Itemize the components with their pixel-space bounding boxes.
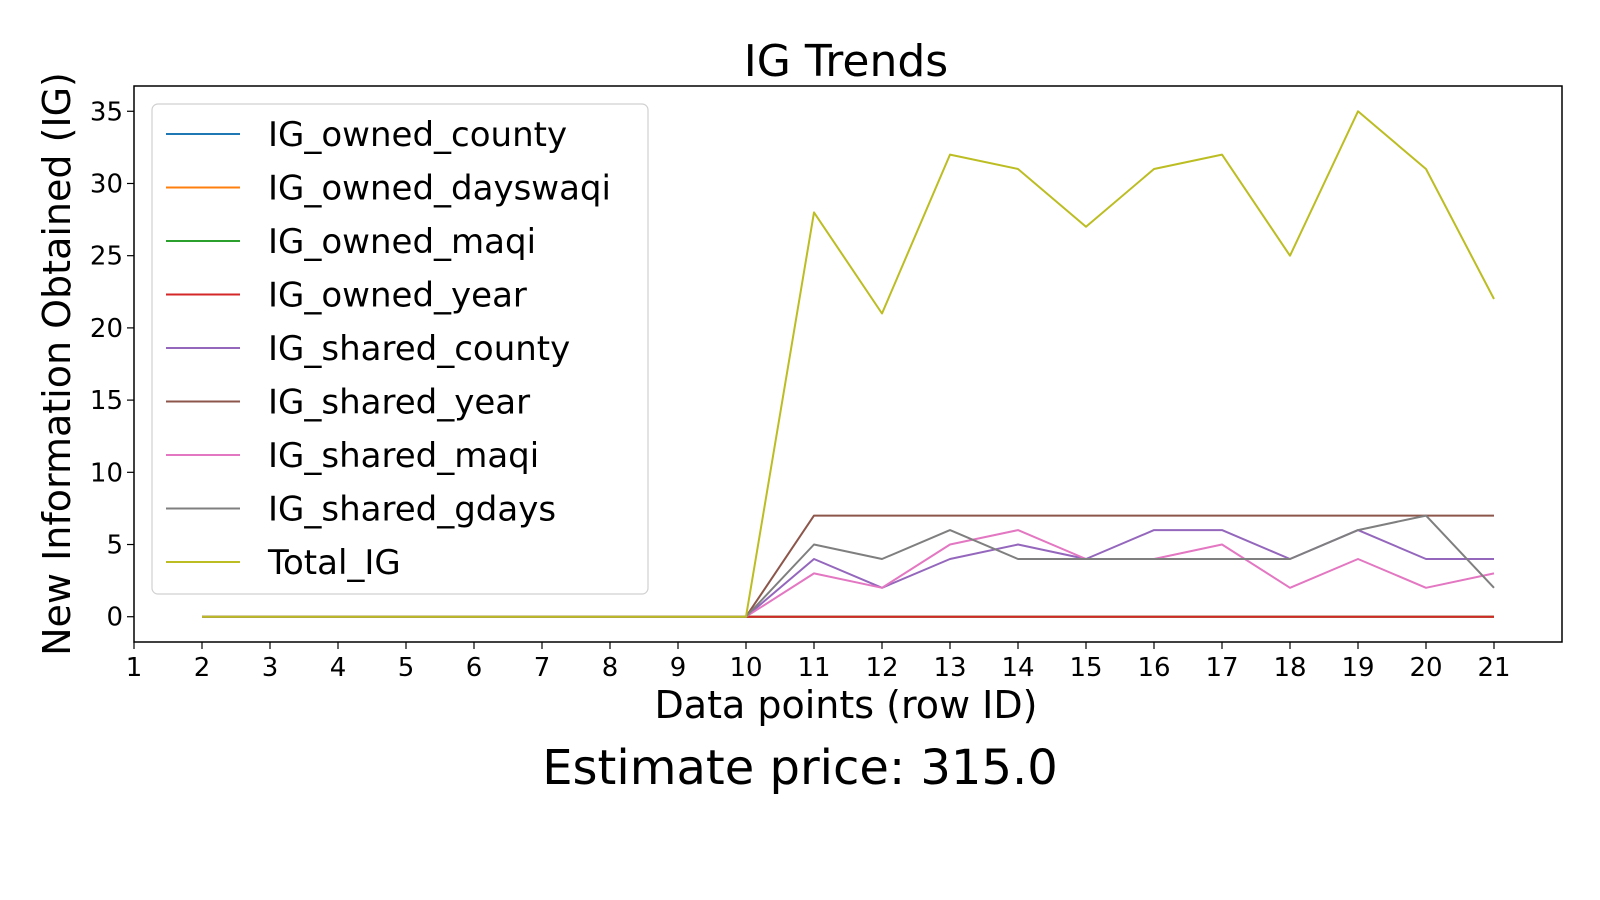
x-tick-label: 4: [330, 653, 347, 683]
x-tick-label: 1: [126, 653, 143, 683]
legend-label: IG_owned_dayswaqi: [268, 169, 611, 209]
series-lines: [202, 110, 1495, 618]
chart-title: IG Trends: [744, 36, 948, 87]
x-axis-label: Data points (row ID): [655, 683, 1038, 727]
legend-label: Total_IG: [267, 543, 401, 583]
y-tick-label: 10: [90, 458, 123, 488]
x-tick-label: 6: [466, 653, 483, 683]
x-tick-label: 2: [194, 653, 211, 683]
x-tick-label: 10: [729, 653, 762, 683]
legend-label: IG_owned_maqi: [268, 222, 536, 262]
y-tick-label: 30: [90, 169, 123, 199]
x-tick-label: 9: [670, 653, 687, 683]
y-tick-label: 0: [106, 603, 123, 633]
legend-label: IG_shared_gdays: [268, 490, 556, 530]
x-tick-label: 7: [534, 653, 551, 683]
estimate-price: Estimate price: 315.0: [542, 740, 1058, 796]
series-line-total-ig: [202, 110, 1495, 618]
y-axis-label: New Information Obtained (IG): [35, 72, 79, 656]
x-tick-label: 13: [933, 653, 966, 683]
y-tick-label: 35: [90, 97, 123, 127]
x-axis-ticks: 1 2 3 4 5 6 7 8 9 10 11 12 13 14 15 16 17 18 19 20 21: [126, 642, 1511, 683]
y-tick-label: 20: [90, 314, 123, 344]
y-tick-label: 15: [90, 386, 123, 416]
x-tick-label: 18: [1273, 653, 1306, 683]
x-tick-label: 17: [1205, 653, 1238, 683]
x-tick-label: 12: [865, 653, 898, 683]
x-tick-label: 16: [1137, 653, 1170, 683]
x-tick-label: 11: [797, 653, 830, 683]
legend-label: IG_shared_county: [268, 329, 570, 369]
x-tick-label: 15: [1069, 653, 1102, 683]
x-tick-label: 21: [1477, 653, 1510, 683]
x-tick-label: 20: [1409, 653, 1442, 683]
legend: IG_owned_county IG_owned_dayswaqi IG_owned…: [151, 103, 649, 595]
x-tick-label: 3: [262, 653, 279, 683]
x-tick-label: 14: [1001, 653, 1034, 683]
x-tick-label: 8: [602, 653, 619, 683]
legend-box: [151, 103, 649, 595]
x-tick-label: 5: [398, 653, 415, 683]
legend-label: IG_owned_county: [268, 115, 567, 155]
y-tick-label: 5: [106, 531, 123, 561]
legend-label: IG_owned_year: [268, 276, 527, 316]
legend-label: IG_shared_maqi: [268, 436, 539, 476]
x-tick-label: 19: [1341, 653, 1374, 683]
plot-frame: [133, 85, 1563, 643]
legend-label: IG_shared_year: [268, 383, 530, 423]
y-axis-ticks: 0 5 10 15 20 25 30 35: [90, 97, 134, 633]
y-tick-label: 25: [90, 242, 123, 272]
